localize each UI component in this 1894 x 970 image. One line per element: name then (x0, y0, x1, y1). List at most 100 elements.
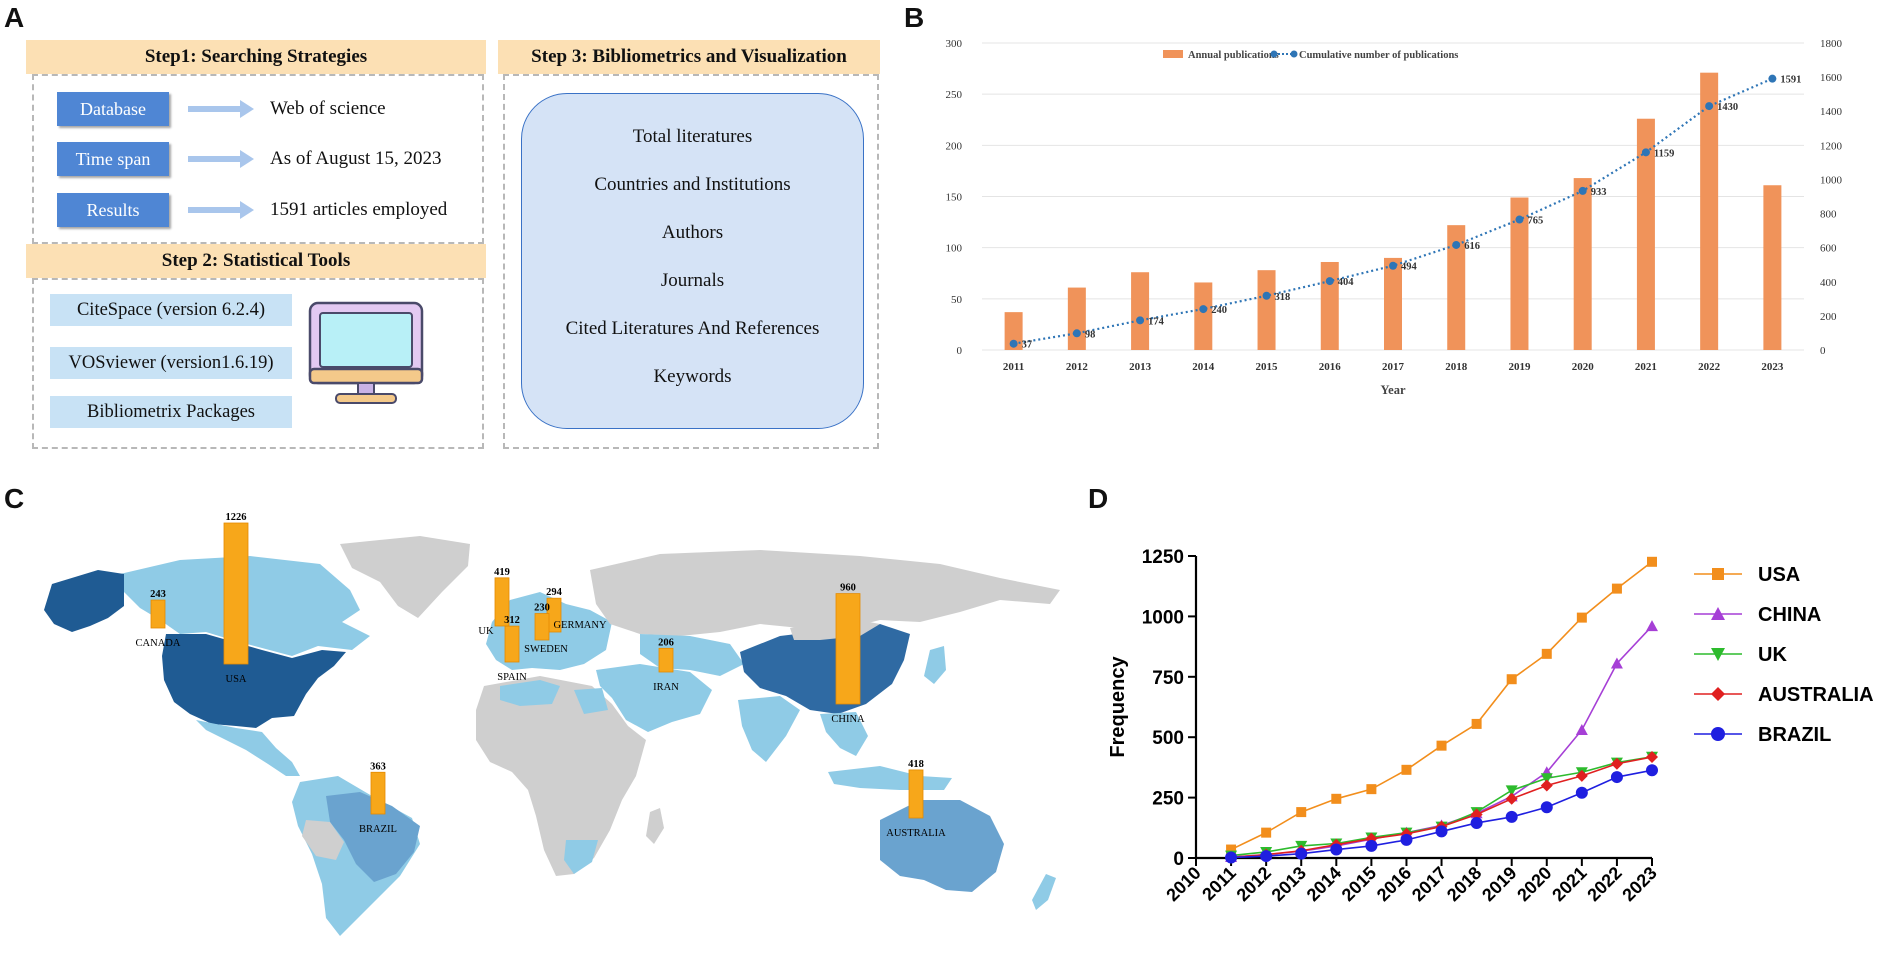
egypt-shape (574, 688, 608, 714)
cumulative-point (1199, 305, 1208, 314)
y-tick-label: 1250 (1142, 547, 1184, 568)
data-marker (1331, 793, 1342, 804)
africa-shape (476, 676, 646, 876)
cumulative-data-label: 616 (1464, 241, 1480, 252)
y-tick-label: 100 (946, 243, 963, 255)
country-name-label: GERMANY (553, 620, 607, 631)
country-name-label: CHINA (831, 714, 865, 725)
country-bar (534, 613, 550, 641)
y2-tick-label: 1600 (1820, 72, 1843, 84)
panel-letter-b: B (904, 2, 925, 33)
bar (1194, 282, 1213, 350)
country-value-label: 206 (658, 637, 674, 648)
y-tick-label: 500 (1152, 728, 1184, 749)
legend-label-annual: Annual publications (1188, 50, 1279, 61)
x-tick-label: 2012 (1233, 863, 1275, 905)
analysis-item: Cited Literatures And References (565, 318, 820, 339)
bar (1320, 261, 1339, 350)
step1-header: Step1: Searching Strategies (26, 40, 486, 74)
x-tick-label: 2019 (1508, 361, 1531, 373)
country-value-label: 243 (150, 589, 166, 600)
cumulative-point (1072, 329, 1081, 338)
indonesia-shape (828, 766, 952, 790)
data-marker (1435, 825, 1448, 838)
usa-shape (162, 634, 346, 728)
time-span-value: As of August 15, 2023 (270, 148, 442, 169)
y-tick-label: 250 (946, 89, 963, 101)
bar (1763, 185, 1782, 350)
arrow-icon (188, 150, 254, 168)
data-marker (1261, 827, 1272, 838)
country-value-label: 1226 (226, 512, 247, 523)
x-tick-label: 2021 (1635, 361, 1657, 373)
brazil-shape (326, 792, 420, 882)
time-span-label: Time span (57, 142, 169, 176)
cumulative-data-label: 1430 (1717, 102, 1738, 113)
country-name-label: UK (478, 626, 494, 637)
database-value: Web of science (270, 98, 386, 119)
country-value-label: 363 (370, 761, 386, 772)
mexico-shape (196, 720, 300, 776)
cumulative-data-label: 765 (1527, 216, 1543, 227)
greenland-shape (340, 536, 470, 618)
step1-box (32, 74, 484, 244)
bar (1510, 197, 1529, 350)
country-bar (658, 647, 674, 673)
india-shape (738, 696, 800, 762)
x-tick-label: 2016 (1373, 863, 1415, 905)
y-tick-label: 50 (951, 294, 963, 306)
legend-swatch-annual (1163, 50, 1183, 58)
y2-tick-label: 400 (1820, 277, 1837, 289)
x-tick-label: 2012 (1066, 361, 1089, 373)
madagascar-shape (646, 808, 664, 844)
x-tick-label: 2014 (1303, 863, 1345, 905)
series-line (1231, 756, 1653, 859)
cumulative-data-label: 494 (1401, 262, 1418, 273)
legend-label: UK (1758, 644, 1787, 666)
x-tick-label: 2023 (1618, 863, 1660, 905)
bar (1257, 270, 1276, 350)
data-marker (1611, 583, 1622, 594)
south-africa-shape (564, 840, 598, 874)
vosviewer-tool: VOSviewer (version1.6.19) (50, 347, 292, 379)
cumulative-point (1578, 186, 1587, 195)
x-tick-label: 2023 (1761, 361, 1784, 373)
data-marker (1505, 792, 1518, 805)
cumulative-point (1009, 339, 1018, 348)
north-africa-shape (500, 680, 560, 706)
analysis-item: Keywords (653, 366, 732, 387)
legend-label: AUSTRALIA (1758, 684, 1874, 706)
cumulative-data-label: 933 (1591, 187, 1607, 198)
annual-publications-chart: 0 50 100 150 200 250 300 0 200 400 600 800 1000 1200 1… (946, 38, 1843, 397)
cumulative-data-label: 98 (1085, 329, 1096, 340)
database-label: Database (57, 92, 169, 126)
x-tick-label: 2017 (1408, 863, 1450, 905)
y-tick-label: 0 (957, 345, 963, 357)
y-tick-label: 150 (946, 192, 963, 204)
country-name-label: SWEDEN (524, 644, 568, 655)
bar (1636, 118, 1655, 350)
analysis-item: Authors (661, 222, 724, 243)
y2-tick-label: 0 (1820, 345, 1826, 357)
data-marker (1401, 764, 1412, 775)
cumulative-data-label: 240 (1211, 305, 1227, 316)
x-tick-label: 2022 (1698, 361, 1721, 373)
country-name-label: AUSTRALIA (886, 828, 946, 839)
cumulative-point (1452, 240, 1461, 249)
cumulative-data-label: 404 (1338, 277, 1355, 288)
data-marker (1260, 850, 1273, 863)
x-tick-label: 2020 (1572, 361, 1595, 373)
country-name-label: CANADA (136, 638, 181, 649)
country-bar (504, 625, 520, 663)
data-marker (1712, 568, 1724, 580)
cumulative-data-label: 1159 (1654, 148, 1674, 159)
x-tick-label: 2020 (1513, 863, 1555, 905)
step3-box (503, 74, 879, 449)
data-marker (1505, 810, 1518, 823)
country-bar (370, 771, 386, 815)
country-name-label: SPAIN (497, 672, 527, 683)
legend-marker-cumulative (1290, 50, 1298, 58)
y2-tick-label: 1400 (1820, 106, 1843, 118)
country-name-label: IRAN (653, 682, 679, 693)
x-tick-label: 2019 (1478, 863, 1520, 905)
